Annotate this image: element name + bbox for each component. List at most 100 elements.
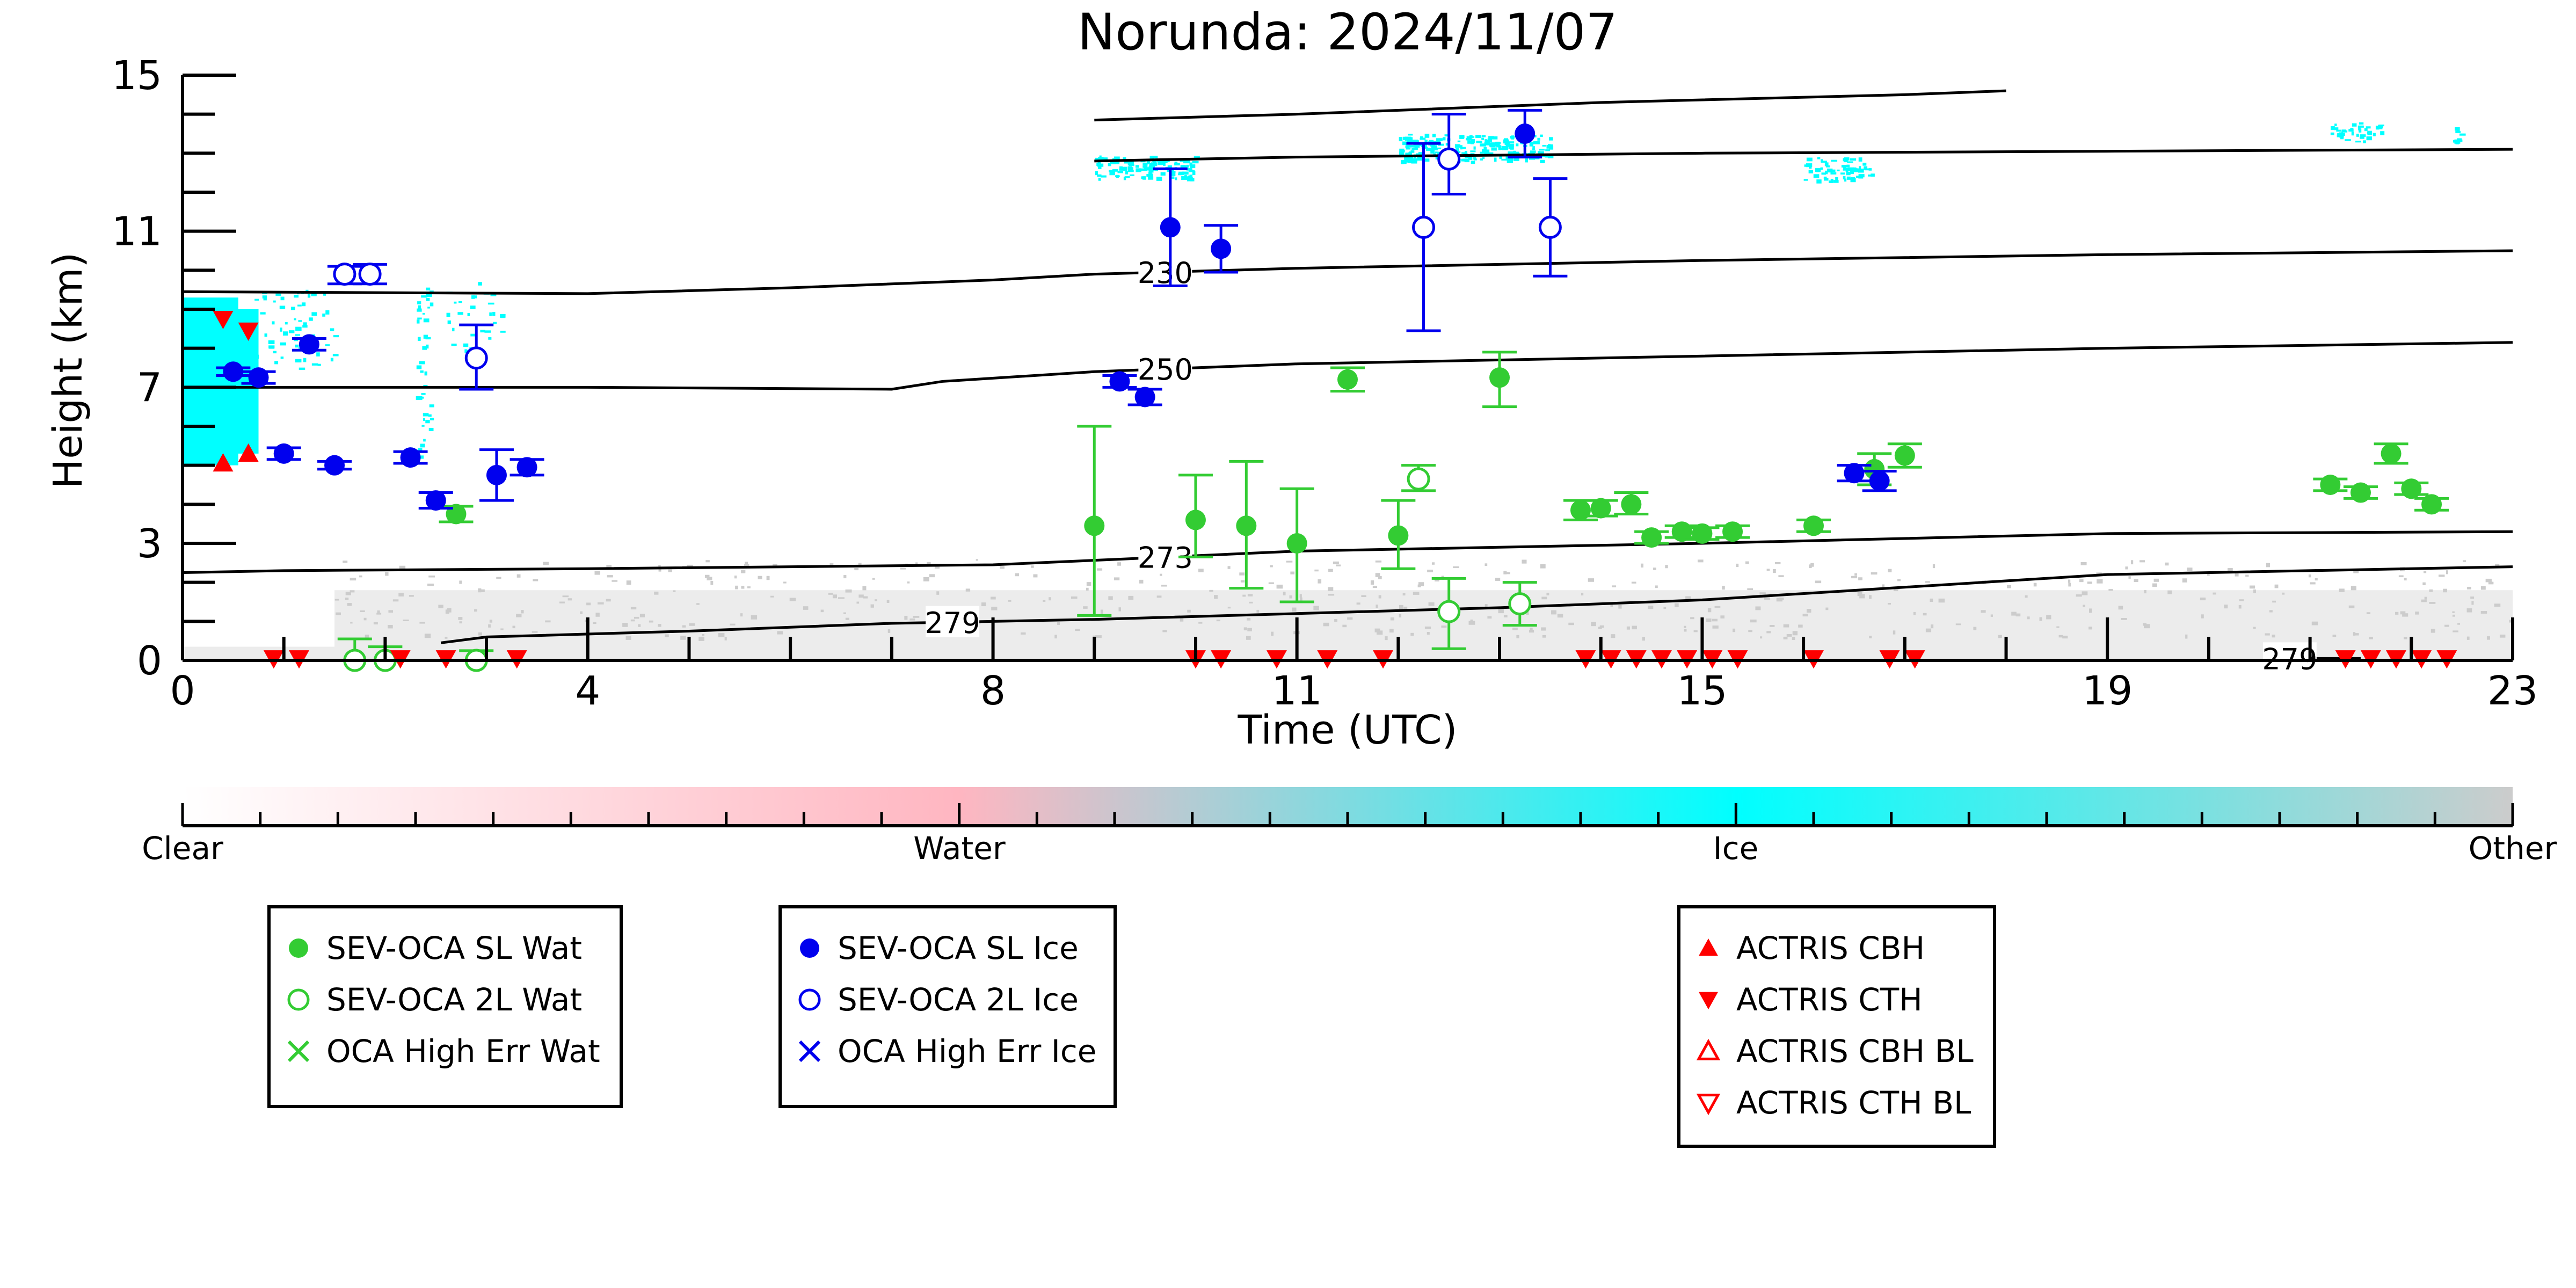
other-mask-speckle — [829, 563, 834, 566]
other-mask-speckle — [1249, 601, 1253, 603]
ice-mask-speckle — [1424, 134, 1430, 138]
marker-shape — [1508, 592, 1532, 616]
other-mask-speckle — [1851, 576, 1857, 579]
marker-shape — [1641, 527, 1662, 548]
other-mask-speckle — [345, 592, 351, 595]
other-mask-speckle — [777, 631, 783, 635]
other-mask-speckle — [1736, 563, 1739, 567]
ice-mask-speckle — [279, 305, 286, 309]
ice-mask-speckle — [2340, 136, 2344, 140]
ice-mask-speckle — [500, 316, 505, 318]
ice-mask-speckle — [1538, 151, 1541, 155]
other-mask-speckle — [2143, 624, 2150, 629]
other-mask-speckle — [2089, 627, 2092, 630]
ice-mask-speckle — [1835, 177, 1838, 181]
other-mask-speckle — [1913, 612, 1916, 615]
marker-shape — [516, 457, 537, 478]
other-mask-speckle — [398, 593, 404, 596]
ice-mask-speckle — [1844, 157, 1850, 161]
other-mask-speckle — [2485, 578, 2492, 583]
other-mask-speckle — [1747, 588, 1753, 591]
ice-mask-speckle — [418, 305, 421, 310]
data-point — [400, 447, 421, 468]
other-mask-speckle — [1427, 631, 1430, 635]
legend-marker-icon — [798, 1040, 821, 1063]
other-mask-speckle — [2121, 618, 2127, 620]
ice-mask-speckle — [1147, 167, 1152, 171]
ice-mask-speckle — [309, 317, 313, 321]
data-point — [1337, 369, 1358, 390]
ice-mask-speckle — [1188, 169, 1193, 172]
legend-item-label: SEV-OCA 2L Ice — [838, 981, 1079, 1018]
data-point — [1538, 215, 1562, 239]
other-mask-speckle — [489, 620, 493, 623]
other-mask-speckle — [1684, 629, 1687, 632]
other-mask-speckle — [2238, 605, 2242, 609]
marker-shape — [1437, 147, 1461, 171]
other-mask-speckle — [1779, 598, 1784, 600]
other-mask-speckle — [1375, 561, 1382, 563]
ice-mask-speckle — [1844, 178, 1847, 182]
ice-mask-speckle — [2367, 130, 2373, 135]
other-mask-speckle — [735, 585, 738, 590]
marker-shape — [1894, 445, 1915, 466]
data-point — [223, 361, 244, 382]
ice-mask-speckle — [1847, 167, 1854, 171]
other-mask-speckle — [766, 576, 770, 580]
y-tick-label: 15 — [112, 53, 162, 99]
other-mask-speckle — [673, 590, 676, 592]
other-mask-speckle — [1328, 587, 1334, 592]
data-point — [1722, 521, 1743, 542]
ice-mask-speckle — [1190, 164, 1196, 168]
other-mask-speckle — [658, 568, 661, 572]
ice-mask-speckle — [1098, 157, 1104, 160]
other-mask-speckle — [2187, 567, 2193, 572]
ice-mask-speckle — [1473, 158, 1477, 161]
ice-mask-speckle — [1416, 153, 1419, 156]
ice-mask-speckle — [1455, 144, 1461, 148]
ice-mask-speckle — [1476, 141, 1482, 143]
marker-shape — [1489, 367, 1510, 388]
x-tick-label: 4 — [575, 668, 600, 714]
other-mask-speckle — [863, 596, 868, 599]
other-mask-speckle — [1653, 567, 1656, 570]
ice-mask-speckle — [264, 333, 267, 337]
other-mask-speckle — [1690, 617, 1694, 620]
marker-shape — [358, 263, 382, 286]
ice-mask-speckle — [1469, 135, 1473, 139]
ice-mask-speckle — [1813, 174, 1820, 178]
ice-mask-speckle — [1097, 165, 1102, 170]
other-mask-speckle — [586, 602, 591, 606]
other-mask-speckle — [1618, 605, 1622, 609]
other-mask-speckle — [2332, 635, 2337, 637]
other-mask-speckle — [1530, 628, 1533, 632]
other-mask-speckle — [1869, 595, 1872, 599]
other-mask-speckle — [2253, 627, 2256, 629]
ice-mask-speckle — [291, 307, 295, 310]
y-tick-label: 11 — [112, 209, 162, 255]
other-mask-speckle — [1114, 577, 1120, 580]
other-mask-speckle — [2274, 584, 2279, 588]
ice-mask-speckle — [1152, 156, 1158, 158]
contour-label-bg — [1138, 256, 1192, 287]
ice-mask-speckle — [2348, 129, 2354, 132]
other-mask-speckle — [1214, 595, 1218, 599]
other-mask-speckle — [2431, 629, 2435, 633]
ice-mask-speckle — [1417, 156, 1421, 159]
data-point — [1437, 600, 1461, 623]
ice-mask-speckle — [1864, 166, 1868, 170]
other-mask-speckle — [1772, 569, 1776, 573]
ice-mask-speckle — [1403, 136, 1406, 140]
ice-mask-speckle — [2341, 130, 2348, 133]
data-point — [333, 263, 356, 286]
other-mask-speckle — [343, 561, 348, 563]
other-mask-speckle — [2080, 562, 2087, 565]
ice-mask-speckle — [1836, 169, 1840, 172]
marker-shape — [1109, 371, 1130, 392]
ice-mask-speckle — [1096, 163, 1101, 166]
ice-mask-speckle — [459, 301, 462, 303]
marker-shape — [464, 346, 488, 370]
other-mask-speckle — [2062, 636, 2068, 639]
other-mask-speckle — [1568, 622, 1575, 625]
other-mask-speckle — [350, 578, 356, 581]
